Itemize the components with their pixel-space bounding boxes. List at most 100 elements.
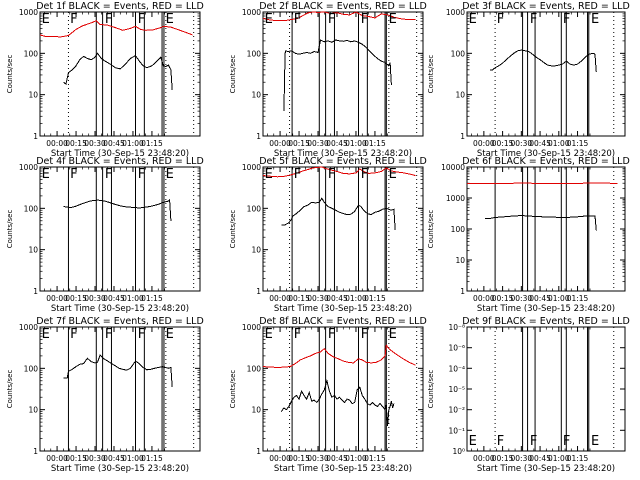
mode-letter-label: F (328, 327, 335, 342)
x-tick-label: 00:45 (103, 294, 125, 303)
x-tick-label: 01:15 (364, 454, 386, 463)
x-tick-label: 00:45 (103, 454, 125, 463)
panel-title: Det 3f BLACK = Events, RED = LLD (462, 1, 630, 12)
y-axis-label: Counts/sec (6, 370, 14, 409)
mode-letter-label: F (530, 12, 537, 27)
x-axis-label: Start Time (30-Sep-15 23:48:20) (274, 149, 412, 159)
panel-title: Det 2f BLACK = Events, RED = LLD (259, 1, 427, 12)
y-tick-label: 1 (256, 132, 261, 141)
y-tick-label: 100 (247, 204, 262, 213)
plot-frame (39, 166, 201, 292)
mode-letter-label: F (294, 327, 301, 342)
y-tick-label: 10⁻⁸ (448, 323, 465, 332)
x-tick-label: 01:00 (345, 294, 367, 303)
x-tick-label: 00:45 (529, 454, 551, 463)
x-tick-label: 00:45 (326, 139, 348, 148)
y-axis-label: Counts/sec (427, 210, 435, 249)
plot-frame (39, 326, 201, 452)
mode-letter-label: E (591, 434, 599, 449)
x-tick-label: 00:30 (307, 454, 329, 463)
x-tick-label: 00:15 (65, 454, 87, 463)
mode-letter-label: E (42, 327, 50, 342)
x-axis-label: Start Time (30-Sep-15 23:48:20) (274, 464, 412, 474)
mode-letter-label: F (497, 434, 504, 449)
y-tick-label: 10 (251, 246, 261, 255)
plot-frame (466, 326, 626, 452)
y-tick-label: 10 (28, 91, 38, 100)
mode-letter-label: F (361, 327, 368, 342)
mode-letter-label: F (70, 167, 77, 182)
plot-frame (466, 11, 626, 137)
mode-letter-label: E (469, 12, 477, 27)
mode-letter-label: E (42, 12, 50, 27)
plot-frame (262, 326, 424, 452)
x-tick-label: 00:15 (288, 139, 310, 148)
x-tick-label: 00:00 (269, 454, 291, 463)
x-tick-label: 00:45 (529, 294, 551, 303)
y-tick-label: 10 (251, 91, 261, 100)
y-tick-label: 1000 (19, 163, 38, 172)
y-tick-label: 1000 (242, 323, 261, 332)
panel-det-7: Det 7f BLACK = Events, RED = LLD 1 10 100 10… (6, 316, 204, 474)
plot-frame (262, 166, 424, 292)
y-tick-label: 1000 (446, 194, 465, 203)
y-axis-label: Counts/sec (229, 210, 237, 249)
panel-title: Det 9f BLACK = Events, RED = LLD (462, 316, 630, 327)
mode-letter-label: F (563, 12, 570, 27)
mode-letter-label: E (166, 327, 174, 342)
x-tick-label: 00:00 (269, 294, 291, 303)
panel-det-4: Det 4f BLACK = Events, RED = LLD 1 10 100 10… (6, 156, 204, 314)
y-tick-label: 1000 (242, 163, 261, 172)
y-tick-label: 10⁰ (452, 447, 465, 456)
panel-det-3: Det 3f BLACK = Events, RED = LLD 1 10 100 10… (427, 1, 630, 159)
y-tick-label: 10 (28, 246, 38, 255)
mode-letter-label: F (105, 12, 112, 27)
y-tick-label: 100 (24, 204, 39, 213)
x-tick-label: 00:30 (511, 294, 533, 303)
y-tick-label: 1 (33, 447, 38, 456)
x-tick-label: 00:15 (492, 454, 514, 463)
y-tick-label: 1000 (19, 8, 38, 17)
mode-letter-label: F (497, 12, 504, 27)
series-lld-line (262, 166, 416, 178)
series-events-line (63, 52, 173, 91)
panel-det-2: Det 2f BLACK = Events, RED = LLD 1 10 100 10… (229, 1, 427, 159)
x-axis-label: Start Time (30-Sep-15 23:48:20) (477, 304, 615, 314)
y-tick-label: 1 (33, 287, 38, 296)
mode-letter-label: E (42, 167, 50, 182)
x-tick-label: 00:15 (492, 139, 514, 148)
y-tick-label: 1000 (19, 323, 38, 332)
x-tick-label: 00:00 (473, 454, 495, 463)
mode-letter-label: F (361, 167, 368, 182)
x-tick-label: 00:00 (473, 139, 495, 148)
series-events-line (280, 378, 395, 427)
series-events-line (490, 49, 597, 73)
series-lld-line (262, 11, 416, 22)
x-tick-label: 00:00 (46, 139, 68, 148)
x-tick-label: 00:30 (307, 294, 329, 303)
x-tick-label: 00:30 (511, 454, 533, 463)
x-axis-label: Start Time (30-Sep-15 23:48:20) (477, 149, 615, 159)
y-tick-label: 1 (256, 447, 261, 456)
x-tick-label: 01:00 (122, 139, 144, 148)
x-tick-label: 01:00 (122, 294, 144, 303)
mode-letter-label: E (591, 12, 599, 27)
x-tick-label: 00:45 (529, 139, 551, 148)
mode-letter-label: F (138, 12, 145, 27)
y-tick-label: 1 (460, 287, 465, 296)
mode-letter-label: E (389, 327, 397, 342)
y-tick-label: 100 (24, 49, 39, 58)
x-tick-label: 00:15 (288, 454, 310, 463)
mode-letter-label: F (105, 327, 112, 342)
panel-title: Det 4f BLACK = Events, RED = LLD (36, 156, 204, 167)
x-axis-label: Start Time (30-Sep-15 23:48:20) (51, 464, 189, 474)
x-tick-label: 00:30 (84, 294, 106, 303)
mode-letter-label: F (361, 12, 368, 27)
panel-det-8: Det 8f BLACK = Events, RED = LLD 1 10 100 10… (229, 316, 427, 474)
panel-title: Det 1f BLACK = Events, RED = LLD (36, 1, 204, 12)
plot-frame (39, 11, 201, 137)
x-tick-label: 01:00 (122, 454, 144, 463)
series-events-line (281, 197, 396, 230)
y-tick-label: 100 (247, 364, 262, 373)
x-axis-label: Start Time (30-Sep-15 23:48:20) (274, 304, 412, 314)
